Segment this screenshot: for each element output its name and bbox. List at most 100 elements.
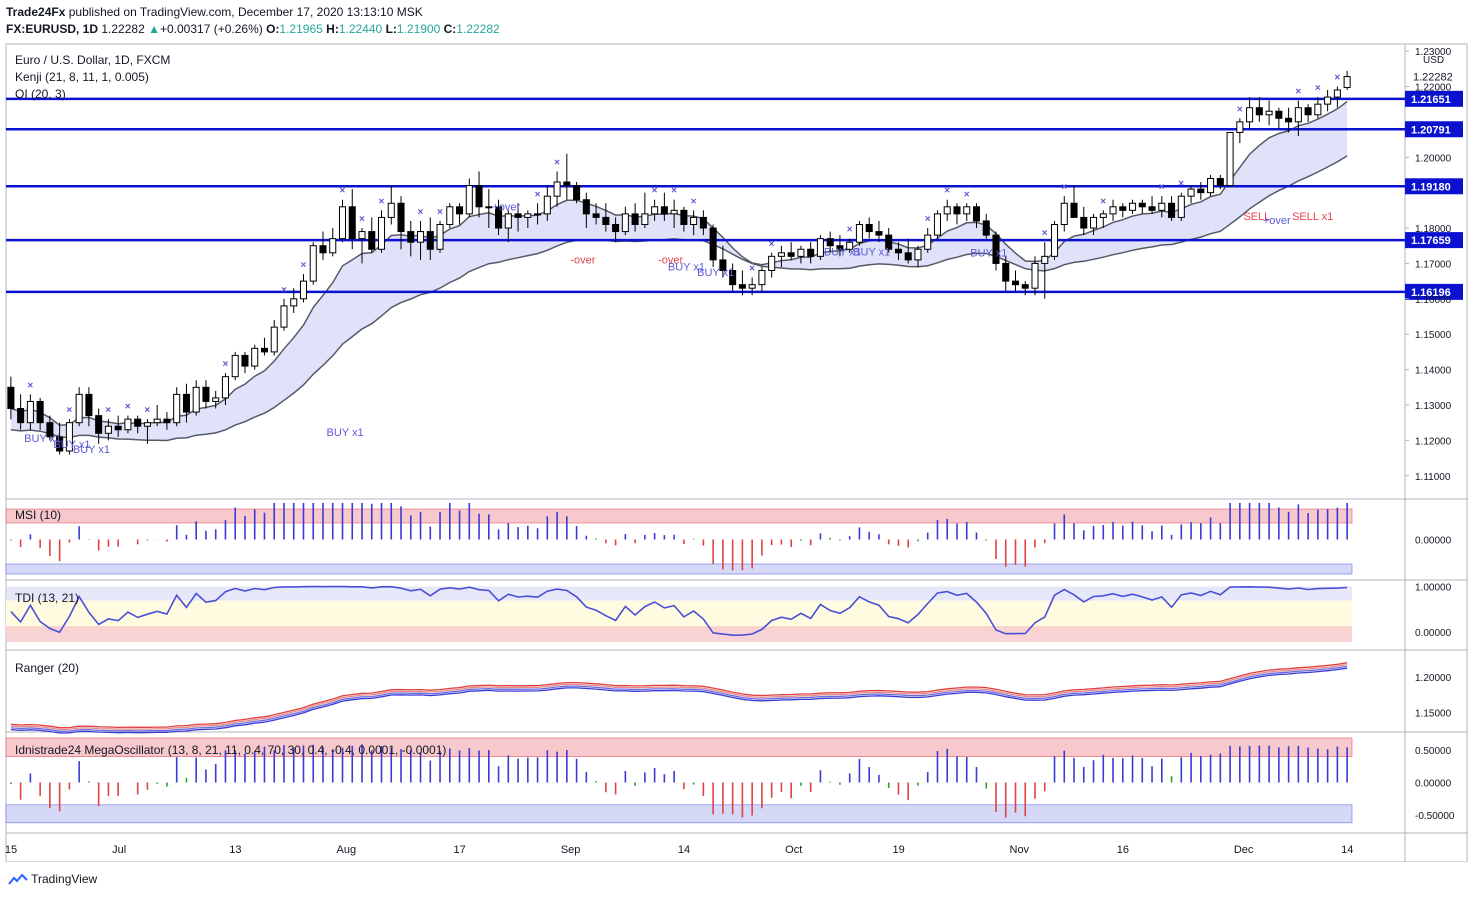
level-label-bg	[1405, 90, 1463, 107]
candle-body	[75, 393, 83, 424]
candle-body	[1060, 202, 1068, 225]
tdi-line	[10, 585, 1348, 637]
candle-body	[836, 245, 844, 250]
candle-body	[153, 418, 161, 424]
signal-annotation: BUY x1	[824, 247, 861, 259]
candle-body	[173, 393, 181, 424]
candle-body	[329, 238, 337, 254]
last-price: 1.22282	[101, 22, 145, 36]
candle-body	[670, 209, 678, 215]
level-label: 1.21651	[1411, 94, 1451, 106]
up-arrow-icon: ▲	[148, 22, 160, 36]
signal-marker: ×	[749, 264, 755, 275]
candle-body	[1343, 76, 1351, 89]
ranger-line	[10, 667, 1348, 734]
candle-body	[1031, 262, 1039, 289]
mega-lower-band	[5, 804, 1353, 824]
candle-body	[621, 213, 629, 233]
candle-body	[212, 397, 220, 402]
signal-marker: ×	[671, 186, 677, 197]
candle-body	[1002, 262, 1010, 282]
candle-body	[85, 393, 93, 417]
candle-body	[543, 195, 551, 215]
candle-body	[641, 213, 649, 225]
signal-marker: ×	[554, 157, 560, 168]
candle-body	[231, 354, 239, 378]
signal-marker: ×	[144, 405, 150, 416]
signal-marker: ×	[1061, 182, 1067, 193]
candle-body	[36, 400, 44, 424]
candle-body	[943, 206, 951, 215]
y-tick-label: 1.22000	[1415, 82, 1452, 93]
candle-body	[826, 238, 834, 247]
candle-body	[1246, 107, 1254, 123]
kenji-fast-line	[10, 100, 1348, 426]
candle-body	[963, 206, 971, 215]
candle-body	[143, 422, 151, 427]
candle-body	[777, 252, 785, 257]
ranger-tick-label: 1.15000	[1415, 708, 1452, 719]
candle-body	[933, 213, 941, 236]
y-tick-label: 1.14000	[1415, 366, 1452, 377]
chart-svg[interactable]: 1.21651 1.20791 1.19180 1.17659 1.16196 × × × × ×…	[0, 40, 1475, 863]
x-tick-label: 19	[892, 844, 904, 856]
x-tick-label: 17	[454, 844, 466, 856]
signal-marker: ×	[1042, 228, 1048, 239]
candle-body	[280, 305, 288, 328]
signal-annotation: BUY x1	[970, 247, 1007, 259]
candle-body	[855, 223, 863, 243]
signal-marker: ×	[1100, 196, 1106, 207]
level-label: 1.19180	[1411, 181, 1451, 193]
candle-body	[758, 270, 766, 286]
candle-body	[680, 209, 688, 225]
candle-body	[377, 216, 386, 250]
candle-body	[690, 216, 698, 225]
chart-area[interactable]: 1.21651 1.20791 1.19180 1.17659 1.16196 × × × × ×…	[0, 40, 1475, 863]
ranger-line	[10, 663, 1348, 731]
signal-annotation: BUY x1	[697, 267, 734, 279]
candle-body	[426, 231, 434, 250]
open-label: O:	[266, 22, 280, 36]
candle-body	[299, 280, 308, 300]
signal-marker: ×	[691, 196, 697, 207]
currency-label: USD	[1423, 55, 1444, 66]
symbol-ohlc: FX:EURUSD, 1D 1.22282 ▲+0.00317 (+0.26%)…	[6, 22, 500, 36]
candle-body	[270, 326, 278, 353]
signal-marker: ×	[379, 196, 385, 207]
signal-marker: ×	[1178, 179, 1184, 190]
signal-marker: ×	[66, 405, 72, 416]
candle-body	[709, 227, 717, 261]
candle-body	[104, 425, 112, 434]
candle-body	[553, 181, 561, 197]
candle-body	[1216, 177, 1224, 187]
candle-body	[602, 216, 610, 225]
candle-body	[1119, 206, 1127, 211]
tdi-upper-band	[6, 586, 1352, 601]
x-tick-label: Dec	[1234, 844, 1254, 856]
close-value: 1.22282	[456, 22, 500, 36]
candle-body	[1168, 202, 1176, 218]
signal-marker: ×	[1315, 83, 1321, 94]
tdi-tick-label: 1.00000	[1415, 583, 1452, 594]
mega-tick-label: 0.00000	[1415, 779, 1452, 790]
candle-body	[768, 255, 776, 271]
candle-body	[319, 245, 327, 254]
candle-body	[573, 185, 581, 201]
signal-annotation: +over	[1263, 215, 1291, 227]
candle-body	[1129, 202, 1137, 211]
candle-body	[338, 206, 347, 240]
candle-body	[797, 248, 805, 257]
y-tick-label: 1.23000	[1415, 47, 1452, 58]
candle-body	[7, 386, 15, 410]
signal-annotation: -over	[658, 254, 683, 266]
publish-info: Trade24Fx published on TradingView.com, …	[6, 5, 423, 19]
x-tick-label: 16	[1117, 844, 1129, 856]
candle-body	[134, 418, 142, 427]
x-tick-label: 14	[1341, 844, 1353, 856]
signal-marker: ×	[652, 186, 658, 197]
candle-body	[1236, 121, 1244, 133]
signal-marker: ×	[27, 380, 33, 391]
signal-annotation: BUY x1	[327, 427, 364, 439]
candle-body	[514, 213, 522, 218]
candle-body	[1255, 107, 1263, 116]
